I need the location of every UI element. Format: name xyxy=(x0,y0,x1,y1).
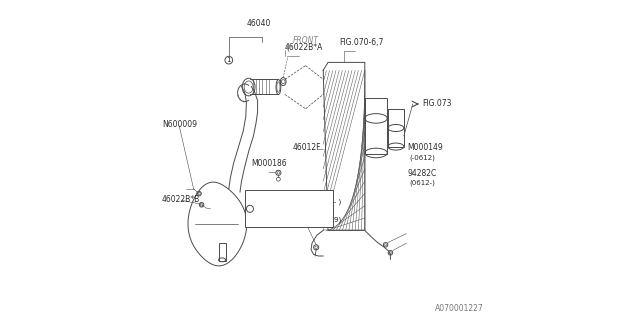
Text: (0612-): (0612-) xyxy=(410,180,435,186)
Text: FRONT: FRONT xyxy=(292,36,319,45)
Text: M000186: M000186 xyxy=(251,159,287,168)
Text: FIG.073: FIG.073 xyxy=(422,100,452,108)
Text: M000149: M000149 xyxy=(298,204,334,212)
Text: N600009: N600009 xyxy=(162,120,197,129)
Text: 46012F: 46012F xyxy=(292,143,321,152)
Text: 1: 1 xyxy=(227,57,231,63)
Text: M000149: M000149 xyxy=(407,143,443,152)
Bar xyxy=(245,190,333,227)
Text: 1: 1 xyxy=(248,206,252,212)
Text: N600009 (-'07MY0609): N600009 (-'07MY0609) xyxy=(257,217,341,223)
Text: 46022B*A: 46022B*A xyxy=(285,43,323,52)
Text: (-0612): (-0612) xyxy=(410,154,435,161)
Bar xyxy=(388,109,404,147)
Circle shape xyxy=(225,56,233,64)
Circle shape xyxy=(246,205,253,212)
Text: 46040: 46040 xyxy=(246,19,271,28)
Text: 94282C: 94282C xyxy=(407,169,436,178)
Text: 46022B*B: 46022B*B xyxy=(162,195,200,204)
Text: FIG.070-6,7: FIG.070-6,7 xyxy=(339,38,383,47)
Text: A070001227: A070001227 xyxy=(435,304,484,313)
Bar xyxy=(365,98,387,154)
Bar xyxy=(219,243,226,261)
Text: N370002('07MY0610- ): N370002('07MY0610- ) xyxy=(257,198,341,205)
